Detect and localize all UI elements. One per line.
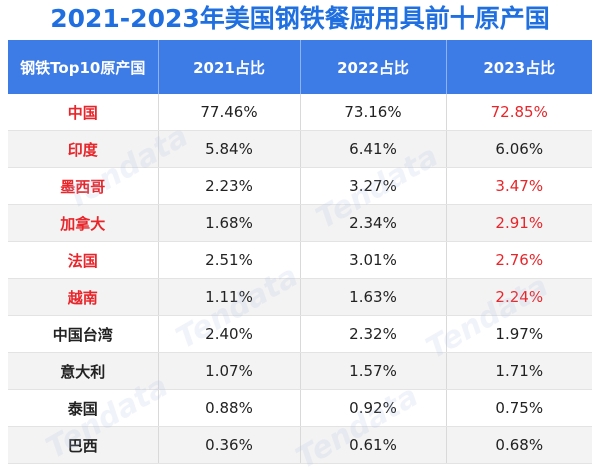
country-cell: 印度: [8, 130, 159, 168]
table-row: 印度 5.84% 6.41% 6.06%: [8, 130, 592, 168]
table-row: 法国 2.51% 3.01% 2.76%: [8, 241, 592, 279]
value-2021-cell: 2.40%: [158, 315, 301, 353]
value-2023-cell: 0.75%: [446, 389, 592, 427]
value-2021-cell: 1.68%: [158, 204, 301, 242]
value-2021-cell: 5.84%: [158, 130, 301, 168]
country-cell: 巴西: [8, 426, 159, 464]
value-2021-cell: 2.51%: [158, 241, 301, 279]
value-2023-cell: 2.91%: [446, 204, 592, 242]
country-cell: 中国台湾: [8, 315, 159, 353]
value-2021-cell: 0.36%: [158, 426, 301, 464]
header-2023: 2023占比: [446, 40, 592, 94]
value-2021-cell: 0.88%: [158, 389, 301, 427]
header-country: 钢铁Top10原产国: [8, 40, 159, 94]
value-2023-cell: 2.24%: [446, 278, 592, 316]
value-2023-cell: 3.47%: [446, 167, 592, 205]
value-2021-cell: 1.11%: [158, 278, 301, 316]
country-cell: 法国: [8, 241, 159, 279]
table-row: 泰国 0.88% 0.92% 0.75%: [8, 389, 592, 427]
value-2021-cell: 2.23%: [158, 167, 301, 205]
header-2022: 2022占比: [300, 40, 447, 94]
chart-title: 2021-2023年美国钢铁餐厨用具前十原产国: [50, 4, 550, 33]
table-row: 巴西 0.36% 0.61% 0.68%: [8, 426, 592, 464]
table-body: 中国 77.46% 73.16% 72.85% 印度 5.84% 6.41% 6.06% 墨西哥…: [8, 94, 592, 464]
country-cell: 泰国: [8, 389, 159, 427]
country-cell: 墨西哥: [8, 167, 159, 205]
data-table: 钢铁Top10原产国 2021占比 2022占比 2023占比 中国 77.46%…: [8, 40, 592, 464]
country-cell: 中国: [8, 94, 159, 131]
value-2023-cell: 0.68%: [446, 426, 592, 464]
value-2023-cell: 2.76%: [446, 241, 592, 279]
value-2021-cell: 77.46%: [158, 94, 301, 131]
table-row: 中国台湾 2.40% 2.32% 1.97%: [8, 315, 592, 353]
value-2022-cell: 73.16%: [300, 94, 447, 131]
table-row: 意大利 1.07% 1.57% 1.71%: [8, 352, 592, 390]
table-row: 墨西哥 2.23% 3.27% 3.47%: [8, 167, 592, 205]
value-2022-cell: 0.92%: [300, 389, 447, 427]
country-cell: 加拿大: [8, 204, 159, 242]
country-cell: 越南: [8, 278, 159, 316]
country-cell: 意大利: [8, 352, 159, 390]
value-2022-cell: 6.41%: [300, 130, 447, 168]
value-2022-cell: 1.57%: [300, 352, 447, 390]
header-2021: 2021占比: [158, 40, 301, 94]
table-row: 中国 77.46% 73.16% 72.85%: [8, 94, 592, 131]
header-row: 钢铁Top10原产国 2021占比 2022占比 2023占比: [8, 40, 592, 94]
value-2023-cell: 1.97%: [446, 315, 592, 353]
value-2023-cell: 1.71%: [446, 352, 592, 390]
value-2023-cell: 72.85%: [446, 94, 592, 131]
table-row: 加拿大 1.68% 2.34% 2.91%: [8, 204, 592, 242]
value-2022-cell: 1.63%: [300, 278, 447, 316]
value-2021-cell: 1.07%: [158, 352, 301, 390]
value-2023-cell: 6.06%: [446, 130, 592, 168]
value-2022-cell: 3.27%: [300, 167, 447, 205]
value-2022-cell: 0.61%: [300, 426, 447, 464]
value-2022-cell: 3.01%: [300, 241, 447, 279]
table-row: 越南 1.11% 1.63% 2.24%: [8, 278, 592, 316]
value-2022-cell: 2.32%: [300, 315, 447, 353]
value-2022-cell: 2.34%: [300, 204, 447, 242]
